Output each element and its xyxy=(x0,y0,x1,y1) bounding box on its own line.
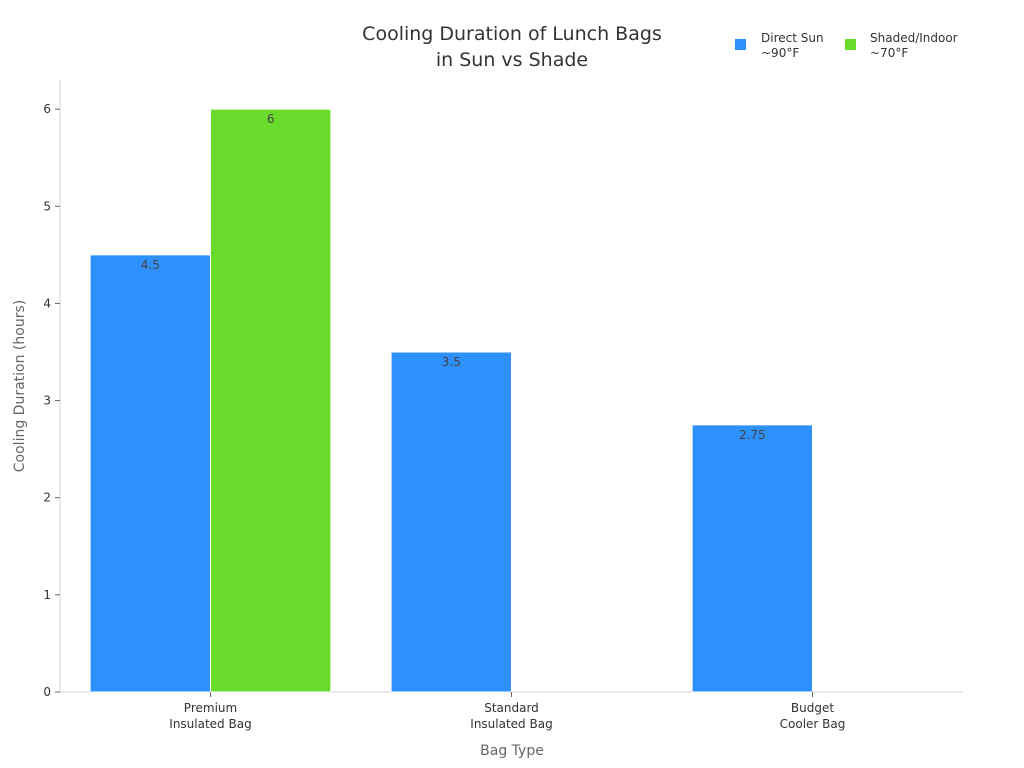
bar-series-1-category-3 xyxy=(691,424,813,693)
bar-value-label: 4.5 xyxy=(141,258,160,272)
x-tick-label: Insulated Bag xyxy=(470,717,552,731)
x-tick-label: Premium xyxy=(184,701,237,715)
bar-series-1-category-2 xyxy=(390,351,513,693)
chart-title-line-1: Cooling Duration of Lunch Bags xyxy=(362,23,662,45)
legend-label-direct-sun-line-1: Direct Sun xyxy=(761,31,824,45)
legend-item-shaded-indoor: Shaded/Indoor ~70°F xyxy=(845,31,958,60)
bar-series-2-category-1 xyxy=(210,108,332,693)
y-tick-label: 3 xyxy=(43,394,51,408)
bars xyxy=(89,108,813,693)
y-axis-ticks: 0 1 2 3 4 5 6 xyxy=(43,102,60,699)
legend-label-direct-sun-line-2: ~90°F xyxy=(761,46,799,60)
x-axis-ticks: Premium Insulated Bag Standard Insulated Ba… xyxy=(169,692,845,731)
y-tick-label: 0 xyxy=(43,685,51,699)
x-tick-label: Budget xyxy=(791,701,834,715)
y-tick-label: 1 xyxy=(43,588,51,602)
plot-area: 0 1 2 3 4 5 6 4.5 3.5 2.75 6 Premium Insulated Bag… xyxy=(43,80,963,731)
legend-label-shaded-indoor-line-2: ~70°F xyxy=(870,46,908,60)
legend-label-shaded-indoor-line-1: Shaded/Indoor xyxy=(870,31,958,45)
y-tick-label: 4 xyxy=(43,296,51,310)
bar-value-label: 3.5 xyxy=(442,355,461,369)
y-tick-label: 2 xyxy=(43,491,51,505)
x-tick-label: Insulated Bag xyxy=(169,717,251,731)
y-tick-label: 6 xyxy=(43,102,51,116)
bar-value-label: 6 xyxy=(267,112,275,126)
legend-swatch-direct-sun xyxy=(735,39,746,50)
legend-item-direct-sun: Direct Sun ~90°F xyxy=(735,31,824,60)
x-tick-label: Cooler Bag xyxy=(780,717,846,731)
chart-title: Cooling Duration of Lunch Bags in Sun vs… xyxy=(362,23,662,71)
chart-title-line-2: in Sun vs Shade xyxy=(436,49,588,71)
bar-series-1-category-1 xyxy=(89,254,211,693)
y-axis-title: Cooling Duration (hours) xyxy=(12,300,28,472)
y-tick-label: 5 xyxy=(43,199,51,213)
bar-value-label: 2.75 xyxy=(739,428,766,442)
legend-swatch-shaded-indoor xyxy=(845,39,856,50)
x-axis-title: Bag Type xyxy=(480,743,544,759)
legend: Direct Sun ~90°F Shaded/Indoor ~70°F xyxy=(735,31,958,60)
x-tick-label: Standard xyxy=(484,701,539,715)
bar-value-labels: 4.5 3.5 2.75 6 xyxy=(141,112,766,442)
